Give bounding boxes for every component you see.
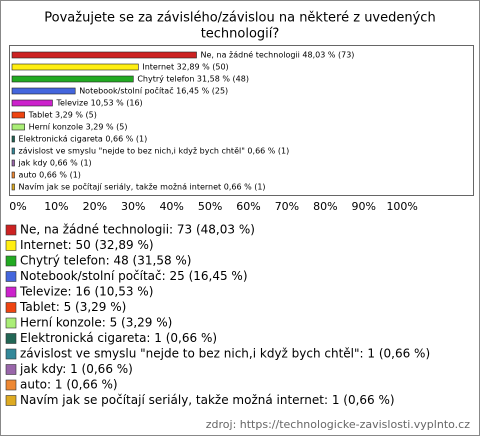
x-tick-label: 50%	[198, 200, 222, 213]
legend-swatch	[5, 333, 17, 344]
legend-swatch	[5, 255, 17, 267]
value-label: závislost ve smyslu "nejde to bez nich,i…	[19, 147, 290, 156]
legend-swatch	[5, 364, 17, 375]
value-label: Elektronická cigareta 0,66 % (1)	[19, 135, 148, 144]
legend-swatch	[5, 395, 17, 406]
x-tick-label: 0%	[9, 200, 26, 213]
value-label: Tablet 3,29 % (5)	[28, 111, 97, 120]
legend-swatch	[5, 286, 17, 298]
plot-area	[9, 45, 474, 196]
legend-label: Chytrý telefon: 48 (31,58 %)	[20, 254, 192, 268]
bar	[11, 147, 15, 155]
legend-label: Navím jak se počítají seriály, takže mož…	[20, 393, 395, 407]
legend-label: Elektronická cigareta: 1 (0,66 %)	[20, 331, 217, 345]
x-tick-label: 90%	[352, 200, 376, 213]
legend-swatch	[5, 302, 17, 313]
legend-label: auto: 1 (0,66 %)	[20, 378, 118, 392]
legend-swatch	[5, 224, 17, 236]
x-tick-label: 100%	[386, 200, 417, 213]
x-tick-label: 20%	[83, 200, 107, 213]
chart-title: Považujete se za závislého/závislou na n…	[44, 11, 435, 26]
legend-swatch	[5, 379, 17, 391]
bar	[11, 123, 25, 131]
x-tick-label: 80%	[313, 200, 337, 213]
legend-label: závislost ve smyslu "nejde to bez nich,i…	[20, 347, 430, 361]
x-tick-label: 70%	[275, 200, 299, 213]
bar	[11, 171, 15, 179]
legend-swatch	[5, 240, 17, 251]
value-label: Navím jak se počítají seriály, takže mož…	[19, 182, 266, 192]
x-tick-label: 30%	[121, 200, 145, 213]
bar	[11, 183, 15, 191]
value-label: Chytrý telefon 31,58 % (48)	[137, 75, 249, 84]
value-label: Internet 32,89 % (50)	[142, 63, 228, 72]
chart-title: technologií?	[201, 27, 280, 42]
bar	[11, 75, 134, 83]
value-label: jak kdy 0,66 % (1)	[18, 159, 92, 168]
legend-swatch	[5, 271, 17, 282]
legend-label: Tablet: 5 (3,29 %)	[19, 300, 126, 314]
bar	[11, 51, 197, 59]
value-label: Televize 10,53 % (16)	[55, 99, 142, 108]
legend-label: jak kdy: 1 (0,66 %)	[19, 362, 133, 376]
legend-label: Notebook/stolní počítač: 25 (16,45 %)	[20, 269, 248, 283]
legend-label: Televize: 16 (10,53 %)	[19, 285, 153, 299]
bar	[11, 159, 15, 167]
legend-label: Ne, na žádné technologii: 73 (48,03 %)	[20, 223, 255, 237]
value-label: auto 0,66 % (1)	[19, 171, 81, 180]
legend-swatch	[5, 348, 17, 360]
bar	[11, 87, 76, 95]
x-tick-label: 40%	[159, 200, 183, 213]
value-label: Notebook/stolní počítač 16,45 % (25)	[79, 86, 228, 96]
legend-label: Herní konzole: 5 (3,29 %)	[20, 316, 172, 330]
value-label: Herní konzole 3,29 % (5)	[29, 123, 128, 132]
x-tick-label: 10%	[44, 200, 68, 213]
bar	[11, 99, 53, 107]
bar	[11, 111, 25, 119]
legend-label: Internet: 50 (32,89 %)	[20, 238, 154, 252]
x-tick-label: 60%	[236, 200, 260, 213]
bar	[11, 135, 15, 143]
legend-swatch	[5, 317, 17, 329]
value-label: Ne, na žádné technologii 48,03 % (73)	[201, 50, 355, 60]
bar	[11, 63, 139, 71]
source: zdroj: https://technologicke-zavislosti.…	[206, 418, 470, 431]
